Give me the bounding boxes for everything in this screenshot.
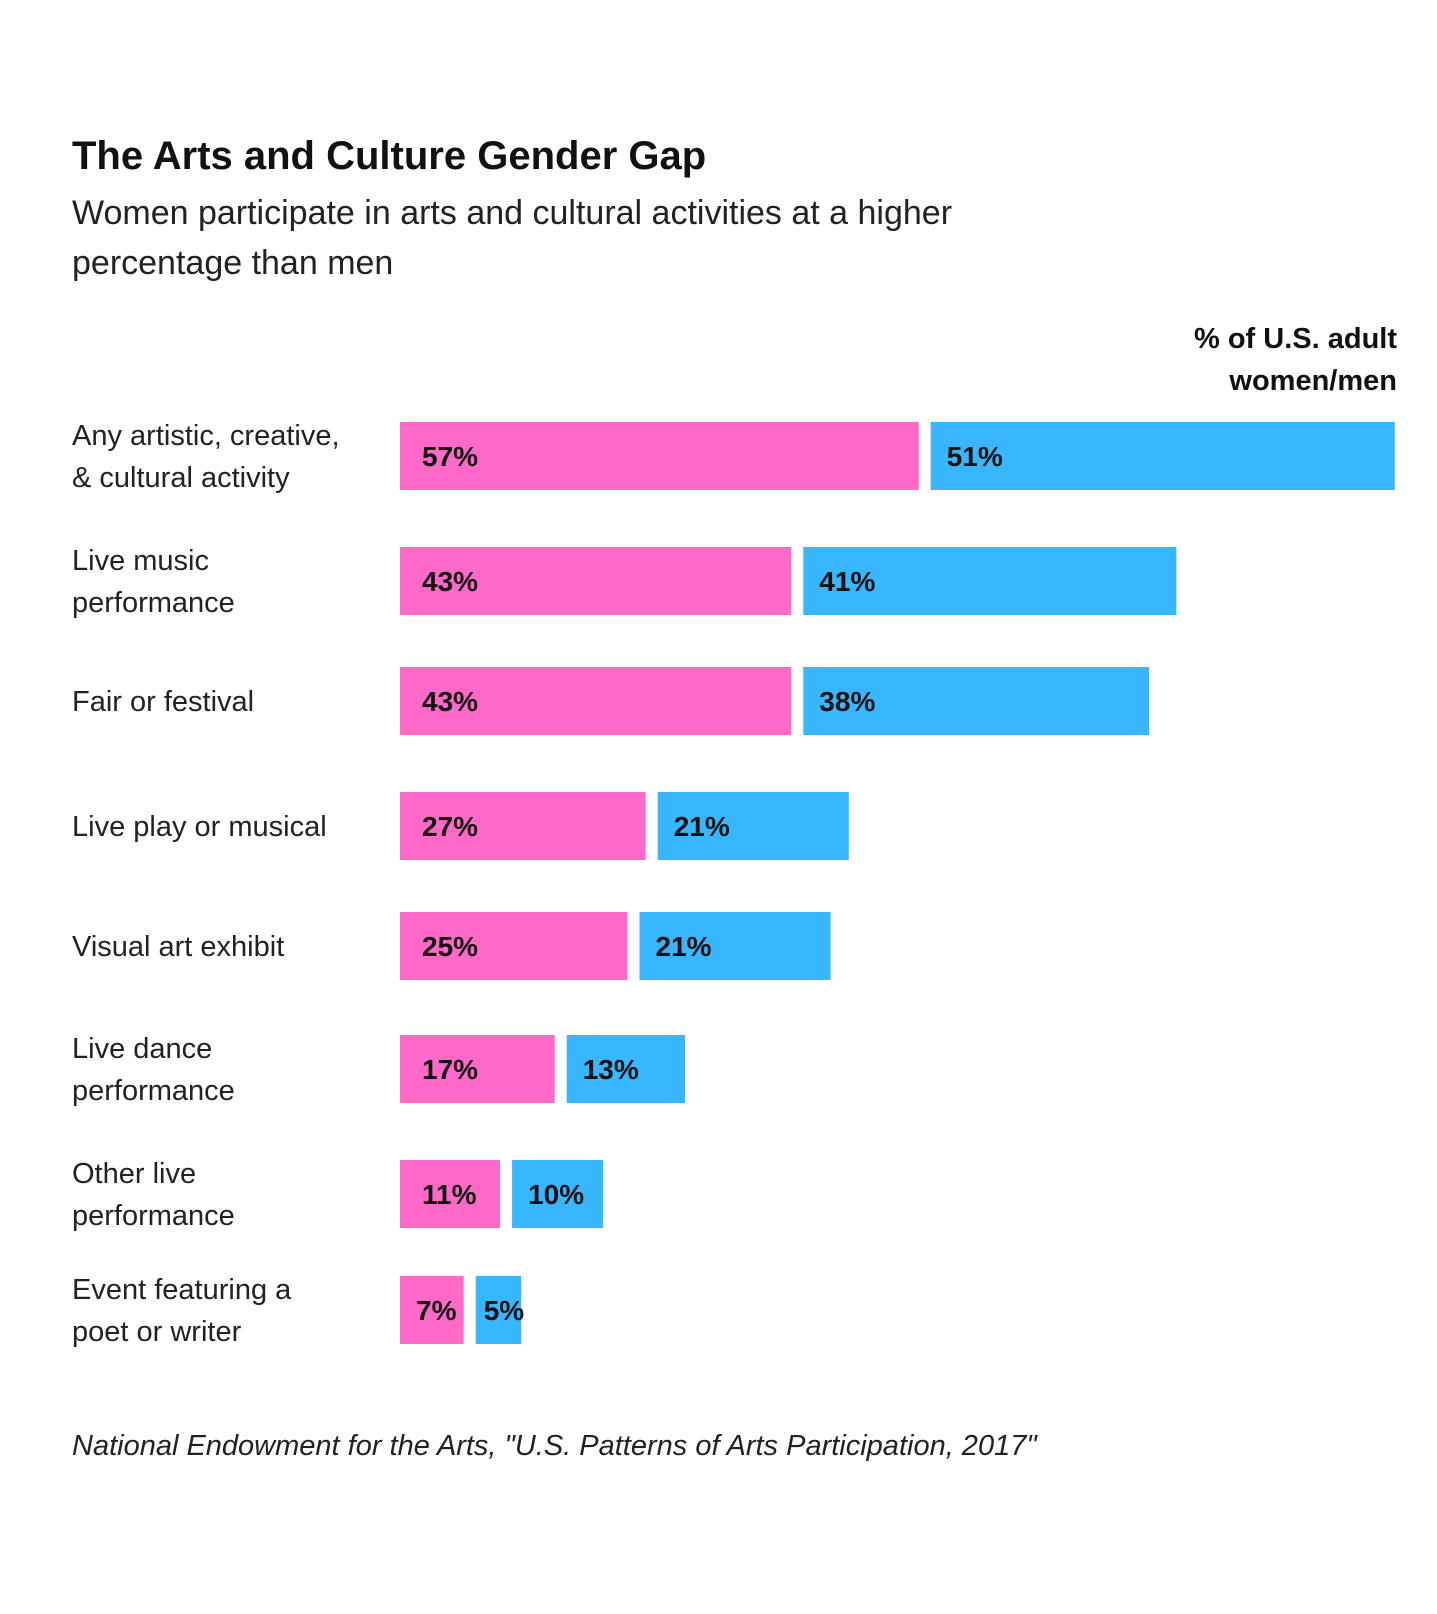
value-label-men: 13%	[583, 1054, 639, 1085]
value-label-women: 17%	[422, 1054, 478, 1085]
value-label-women: 43%	[422, 686, 478, 717]
bar-women	[400, 1276, 464, 1344]
bar-women	[400, 422, 919, 490]
value-label-men: 5%	[484, 1295, 525, 1326]
unit-label: % of U.S. adult women/men	[1194, 323, 1397, 397]
bar-men	[930, 422, 1395, 490]
category-label: Live play or musical	[72, 811, 327, 843]
bar-women	[400, 1035, 555, 1103]
category-label: Fair or festival	[72, 686, 254, 718]
bar-women	[400, 667, 792, 735]
bar-men	[512, 1160, 604, 1228]
value-label-men: 41%	[819, 566, 875, 597]
bar-men	[566, 1035, 685, 1103]
category-label: Live dance performance	[72, 1033, 235, 1107]
category-label: Any artistic, creative, & cultural activi…	[72, 420, 340, 494]
value-label-men: 51%	[947, 441, 1003, 472]
bar-men	[803, 547, 1177, 615]
value-label-men: 38%	[819, 686, 875, 717]
value-label-women: 7%	[416, 1295, 457, 1326]
bar-men	[803, 667, 1150, 735]
value-label-men: 21%	[656, 931, 712, 962]
category-label: Visual art exhibit	[72, 931, 284, 963]
category-label: Live music performance	[72, 545, 235, 619]
bar-women	[400, 1160, 501, 1228]
bar-women	[400, 912, 628, 980]
bar-men	[639, 912, 831, 980]
value-label-women: 27%	[422, 811, 478, 842]
value-label-women: 11%	[422, 1179, 477, 1210]
bar-women	[400, 792, 646, 860]
bar-women	[400, 547, 792, 615]
bar-men	[657, 792, 849, 860]
bar-men	[475, 1276, 522, 1344]
value-label-women: 43%	[422, 566, 478, 597]
chart-subtitle: Women participate in arts and cultural a…	[72, 194, 953, 282]
value-label-men: 21%	[674, 811, 730, 842]
value-label-men: 10%	[528, 1179, 584, 1210]
source-note: National Endowment for the Arts, "U.S. P…	[72, 1430, 1037, 1462]
value-label-women: 25%	[422, 931, 478, 962]
value-label-women: 57%	[422, 441, 478, 472]
chart-title: The Arts and Culture Gender Gap	[72, 134, 707, 178]
category-label: Event featuring a poet or writer	[72, 1274, 292, 1348]
category-label: Other live performance	[72, 1158, 235, 1232]
